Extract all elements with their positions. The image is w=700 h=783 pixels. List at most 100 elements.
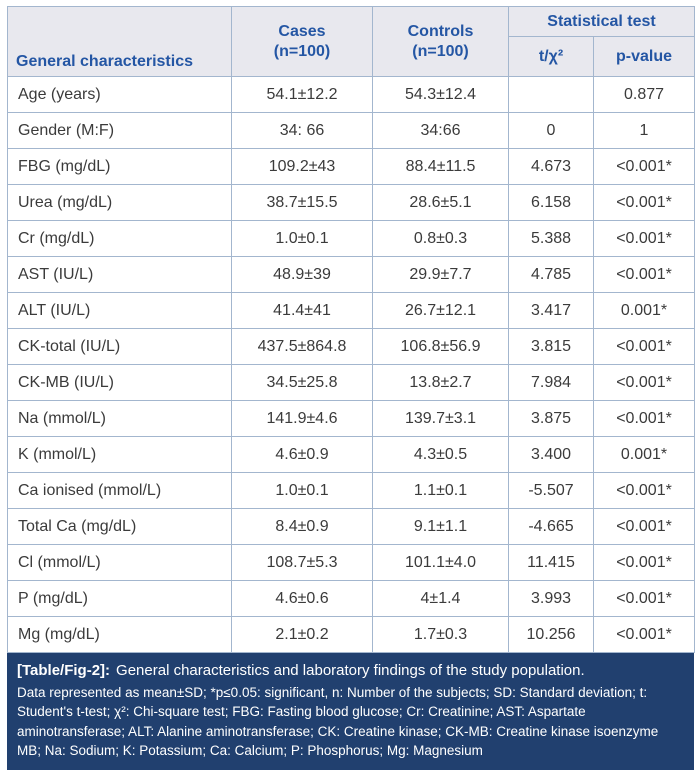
caption-notes: Data represented as mean±SD; *p≤0.05: si… bbox=[17, 685, 659, 758]
row-label: Na (mmol/L) bbox=[7, 400, 232, 437]
t-chi-value bbox=[508, 76, 594, 113]
header-statistical-test: Statistical test bbox=[507, 6, 696, 37]
controls-value: 13.8±2.7 bbox=[372, 364, 509, 401]
cases-value: 109.2±43 bbox=[231, 148, 373, 185]
cases-value: 8.4±0.9 bbox=[231, 508, 373, 545]
cases-value: 1.0±0.1 bbox=[231, 220, 373, 257]
p-value: <0.001* bbox=[592, 544, 696, 581]
controls-value: 4.3±0.5 bbox=[372, 436, 509, 473]
table-row: K (mmol/L) 4.6±0.9 4.3±0.5 3.400 0.001* bbox=[7, 436, 696, 473]
cases-value: 437.5±864.8 bbox=[231, 328, 373, 365]
table-body: Age (years) 54.1±12.2 54.3±12.4 0.877 Gender… bbox=[7, 76, 696, 653]
header-general-characteristics: General characteristics bbox=[7, 6, 232, 77]
row-label: Ca ionised (mmol/L) bbox=[7, 472, 232, 509]
table-row: ALT (IU/L) 41.4±41 26.7±12.1 3.417 0.001* bbox=[7, 292, 696, 329]
controls-value: 88.4±11.5 bbox=[372, 148, 509, 185]
cases-value: 141.9±4.6 bbox=[231, 400, 373, 437]
t-chi-value: 3.815 bbox=[508, 328, 594, 365]
controls-value: 106.8±56.9 bbox=[372, 328, 509, 365]
controls-value: 1.1±0.1 bbox=[372, 472, 509, 509]
p-value: <0.001* bbox=[592, 400, 696, 437]
p-value: <0.001* bbox=[592, 184, 696, 221]
t-chi-value: 3.875 bbox=[508, 400, 594, 437]
cases-value: 48.9±39 bbox=[231, 256, 373, 293]
table-row: CK-MB (IU/L) 34.5±25.8 13.8±2.7 7.984 <0.001… bbox=[7, 364, 696, 401]
p-value: <0.001* bbox=[592, 256, 696, 293]
cases-value: 38.7±15.5 bbox=[231, 184, 373, 221]
table-row: Ca ionised (mmol/L) 1.0±0.1 1.1±0.1 -5.507 <… bbox=[7, 472, 696, 509]
table-caption: [Table/Fig-2]: General characteristics an… bbox=[7, 653, 694, 770]
table-row: Na (mmol/L) 141.9±4.6 139.7±3.1 3.875 <0.001… bbox=[7, 400, 696, 437]
controls-value: 4±1.4 bbox=[372, 580, 509, 617]
cases-value: 2.1±0.2 bbox=[231, 616, 373, 653]
table-row: Total Ca (mg/dL) 8.4±0.9 9.1±1.1 -4.665 <0.0… bbox=[7, 508, 696, 545]
t-chi-value: 4.673 bbox=[508, 148, 594, 185]
table-row: Cl (mmol/L) 108.7±5.3 101.1±4.0 11.415 <0.00… bbox=[7, 544, 696, 581]
header-cases: Cases (n=100) bbox=[231, 6, 373, 77]
controls-value: 26.7±12.1 bbox=[372, 292, 509, 329]
t-chi-value: 3.993 bbox=[508, 580, 594, 617]
cases-value: 4.6±0.9 bbox=[231, 436, 373, 473]
p-value: <0.001* bbox=[592, 220, 696, 257]
row-label: ALT (IU/L) bbox=[7, 292, 232, 329]
controls-value: 9.1±1.1 bbox=[372, 508, 509, 545]
t-chi-value: 4.785 bbox=[508, 256, 594, 293]
cases-value: 54.1±12.2 bbox=[231, 76, 373, 113]
row-label: CK-total (IU/L) bbox=[7, 328, 232, 365]
t-chi-value: 10.256 bbox=[508, 616, 594, 653]
header-controls: Controls (n=100) bbox=[372, 6, 509, 77]
table-row: Urea (mg/dL) 38.7±15.5 28.6±5.1 6.158 <0.001… bbox=[7, 184, 696, 221]
controls-value: 101.1±4.0 bbox=[372, 544, 509, 581]
p-value: 1 bbox=[592, 112, 696, 149]
table-row: Cr (mg/dL) 1.0±0.1 0.8±0.3 5.388 <0.001* bbox=[7, 220, 696, 257]
p-value: <0.001* bbox=[592, 616, 696, 653]
cases-value: 34.5±25.8 bbox=[231, 364, 373, 401]
caption-title: [Table/Fig-2]: General characteristics an… bbox=[17, 661, 684, 681]
row-label: Urea (mg/dL) bbox=[7, 184, 232, 221]
t-chi-value: 3.400 bbox=[508, 436, 594, 473]
p-value: <0.001* bbox=[592, 364, 696, 401]
table-row: AST (IU/L) 48.9±39 29.9±7.7 4.785 <0.001* bbox=[7, 256, 696, 293]
table-row: Age (years) 54.1±12.2 54.3±12.4 0.877 bbox=[7, 76, 696, 113]
table-row: Mg (mg/dL) 2.1±0.2 1.7±0.3 10.256 <0.001* bbox=[7, 616, 696, 653]
header-t-chi-squared: t/χ² bbox=[508, 36, 594, 77]
controls-value: 1.7±0.3 bbox=[372, 616, 509, 653]
row-label: P (mg/dL) bbox=[7, 580, 232, 617]
t-chi-value: 6.158 bbox=[508, 184, 594, 221]
controls-value: 139.7±3.1 bbox=[372, 400, 509, 437]
p-value: <0.001* bbox=[592, 580, 696, 617]
row-label: Total Ca (mg/dL) bbox=[7, 508, 232, 545]
row-label: FBG (mg/dL) bbox=[7, 148, 232, 185]
controls-value: 34:66 bbox=[372, 112, 509, 149]
row-label: Age (years) bbox=[7, 76, 232, 113]
table-row: P (mg/dL) 4.6±0.6 4±1.4 3.993 <0.001* bbox=[7, 580, 696, 617]
p-value: <0.001* bbox=[592, 328, 696, 365]
p-value: 0.001* bbox=[592, 436, 696, 473]
t-chi-value: -4.665 bbox=[508, 508, 594, 545]
p-value: <0.001* bbox=[592, 472, 696, 509]
controls-value: 0.8±0.3 bbox=[372, 220, 509, 257]
header-p-value: p-value bbox=[592, 36, 696, 77]
cases-value: 1.0±0.1 bbox=[231, 472, 373, 509]
cases-value: 41.4±41 bbox=[231, 292, 373, 329]
t-chi-value: 5.388 bbox=[508, 220, 594, 257]
controls-value: 54.3±12.4 bbox=[372, 76, 509, 113]
table-row: Gender (M:F) 34: 66 34:66 0 1 bbox=[7, 112, 696, 149]
row-label: Mg (mg/dL) bbox=[7, 616, 232, 653]
controls-value: 29.9±7.7 bbox=[372, 256, 509, 293]
row-label: K (mmol/L) bbox=[7, 436, 232, 473]
row-label: CK-MB (IU/L) bbox=[7, 364, 232, 401]
row-label: Gender (M:F) bbox=[7, 112, 232, 149]
cases-value: 108.7±5.3 bbox=[231, 544, 373, 581]
table-row: CK-total (IU/L) 437.5±864.8 106.8±56.9 3.81… bbox=[7, 328, 696, 365]
controls-value: 28.6±5.1 bbox=[372, 184, 509, 221]
p-value: <0.001* bbox=[592, 148, 696, 185]
caption-title-text: General characteristics and laboratory f… bbox=[116, 662, 585, 679]
p-value: <0.001* bbox=[592, 508, 696, 545]
p-value: 0.877 bbox=[592, 76, 696, 113]
t-chi-value: 7.984 bbox=[508, 364, 594, 401]
p-value: 0.001* bbox=[592, 292, 696, 329]
row-label: Cr (mg/dL) bbox=[7, 220, 232, 257]
characteristics-table: General characteristics Cases (n=100) Co… bbox=[7, 6, 696, 653]
